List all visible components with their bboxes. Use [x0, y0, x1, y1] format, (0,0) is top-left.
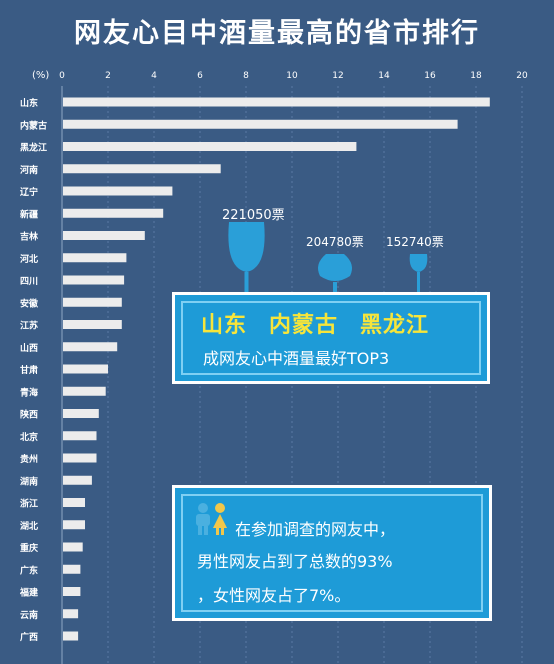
bar: [63, 587, 81, 596]
bar: [63, 542, 83, 552]
bar: [63, 97, 490, 107]
x-tick-label: 4: [151, 71, 157, 81]
bar: [63, 208, 164, 218]
votes-third-label: 152740票: [386, 235, 444, 249]
category-label: 安徽: [20, 297, 39, 309]
category-label: 北京: [20, 431, 38, 443]
category-label: 浙江: [20, 498, 38, 510]
category-label: 山东: [20, 97, 38, 109]
bar: [63, 164, 221, 174]
category-label: 四川: [20, 276, 38, 287]
category-label: 湖北: [20, 520, 38, 532]
survey-callout-frame: [181, 494, 483, 612]
category-label: 江苏: [20, 320, 38, 332]
chart-title: 网友心目中酒量最高的省市排行: [74, 17, 480, 49]
bar: [63, 609, 79, 619]
bar: [63, 364, 108, 374]
bar: [63, 475, 92, 485]
x-tick-label: 20: [516, 71, 528, 81]
people-icon: [196, 503, 227, 535]
bar: [63, 142, 357, 151]
x-tick-label: 16: [424, 71, 436, 81]
wine-glass-first-icon: [228, 222, 265, 292]
bar: [63, 431, 97, 441]
bar: [63, 453, 97, 463]
bars: [63, 97, 490, 641]
x-tick-label: 12: [332, 71, 343, 81]
top3-name-second: 内蒙古: [269, 313, 339, 338]
x-axis-ticks: 0 2 4 6 8 10 12 14 16 18 20: [59, 71, 528, 81]
top3-name-third: 黑龙江: [360, 313, 430, 338]
wine-glass-third-icon: [409, 254, 428, 292]
category-label: 贵州: [20, 453, 38, 465]
bar: [63, 253, 127, 263]
survey-line-1: 在参加调查的网友中，: [235, 520, 396, 539]
bar: [63, 564, 81, 574]
category-label: 福建: [19, 587, 39, 599]
category-label: 广东: [20, 564, 38, 576]
bar: [63, 119, 458, 129]
x-tick-label: 18: [470, 71, 482, 81]
x-tick-label: 14: [378, 71, 390, 81]
category-label: 甘肃: [20, 364, 38, 376]
bar: [63, 409, 99, 418]
category-label: 吉林: [20, 231, 39, 243]
x-tick-label: 2: [105, 71, 111, 81]
bar: [63, 520, 85, 530]
x-tick-label: 0: [59, 71, 65, 81]
bar: [63, 631, 79, 641]
category-label: 新疆: [20, 208, 38, 220]
top3-name-first: 山东: [201, 313, 248, 338]
bar: [63, 498, 85, 507]
category-label: 山西: [20, 342, 38, 354]
bar: [63, 320, 122, 329]
survey-line-3: ，女性网友占了7%。: [197, 586, 351, 605]
votes-first-label: 221050票: [222, 208, 285, 223]
votes-second-label: 204780票: [306, 235, 364, 249]
category-label: 重庆: [20, 542, 38, 554]
x-tick-label: 6: [197, 71, 203, 81]
category-label: 河南: [20, 164, 38, 176]
x-tick-label: 8: [243, 71, 249, 81]
category-label: 河北: [20, 253, 38, 265]
wine-glass-second-icon: [318, 254, 352, 292]
category-labels: 山东内蒙古黑龙江河南辽宁新疆吉林河北四川安徽江苏山西甘肃青海陕西北京贵州湖南浙江…: [19, 97, 47, 643]
category-label: 辽宁: [20, 186, 38, 198]
bar: [63, 275, 125, 285]
x-tick-label: 10: [286, 71, 298, 81]
category-label: 青海: [20, 386, 38, 398]
survey-callout: 在参加调查的网友中， 男性网友占到了总数的93% ，女性网友占了7%。: [172, 485, 492, 621]
bar: [63, 231, 145, 240]
bar: [63, 297, 122, 307]
category-label: 湖南: [20, 475, 38, 487]
category-label: 云南: [20, 609, 38, 621]
category-label: 黑龙江: [20, 142, 47, 154]
axis-unit-label: (%): [32, 70, 49, 81]
category-label: 广西: [20, 631, 38, 643]
top3-names: 山东 内蒙古 黑龙江: [201, 307, 451, 339]
category-label: 陕西: [20, 409, 38, 421]
bar: [63, 342, 118, 352]
top3-callout: 山东 内蒙古 黑龙江 成网友心中酒量最好TOP3: [172, 292, 490, 384]
category-label: 内蒙古: [20, 119, 47, 131]
survey-line-2: 男性网友占到了总数的93%: [197, 552, 393, 571]
bar: [63, 386, 106, 396]
top3-callout-frame: [181, 301, 481, 375]
bar: [63, 186, 173, 196]
top3-subtitle: 成网友心中酒量最好TOP3: [203, 349, 390, 368]
